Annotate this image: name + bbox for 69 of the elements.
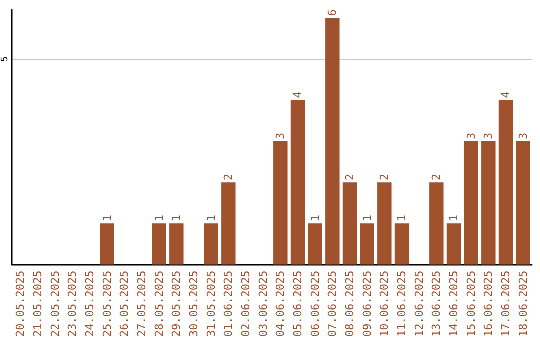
bar — [464, 141, 478, 265]
bar — [222, 182, 236, 265]
data-label: 2 — [344, 174, 356, 181]
bar — [394, 224, 410, 265]
data-label: 3 — [482, 132, 496, 140]
data-label: 3 — [274, 132, 288, 140]
bar — [290, 100, 306, 265]
x-tick-label: 28.05.2025 — [152, 270, 166, 338]
data-label: 1 — [152, 215, 166, 222]
data-label: 2 — [378, 174, 392, 181]
data-label: 3 — [464, 132, 478, 140]
bar — [516, 141, 530, 265]
bar — [308, 224, 322, 265]
x-tick-label: 11.06.2025 — [396, 270, 408, 338]
x-tick-label: 13.06.2025 — [430, 270, 444, 338]
x-tick-label: 26.05.2025 — [118, 270, 132, 338]
x-tick-label: 12.06.2025 — [412, 270, 426, 338]
x-tick-label: 30.05.2025 — [188, 270, 200, 338]
data-label: 1 — [448, 215, 460, 222]
data-label: 3 — [516, 132, 530, 140]
bar — [100, 224, 114, 265]
data-label: 2 — [222, 174, 236, 181]
x-tick-label: 01.06.2025 — [222, 270, 236, 338]
x-tick-label: 29.05.2025 — [170, 270, 184, 338]
bar — [326, 18, 340, 265]
bar — [274, 141, 288, 265]
bar — [152, 224, 166, 265]
bar — [360, 224, 374, 265]
x-tick-label: 23.05.2025 — [66, 270, 80, 338]
x-tick-label: 02.06.2025 — [240, 270, 252, 338]
bar — [378, 182, 392, 265]
x-tick-label: 08.06.2025 — [344, 270, 356, 338]
data-label: 1 — [170, 215, 184, 222]
x-tick-label: 22.05.2025 — [48, 270, 62, 338]
data-label: 2 — [430, 174, 444, 181]
bar — [204, 224, 218, 265]
x-tick-label: 04.06.2025 — [274, 270, 288, 338]
x-tick-label: 20.05.2025 — [14, 270, 28, 338]
x-tick-label: 10.06.2025 — [378, 270, 392, 338]
bar — [498, 100, 514, 265]
x-tick-label: 24.05.2025 — [84, 270, 96, 338]
bar — [482, 141, 496, 265]
x-tick-label: 17.06.2025 — [500, 270, 512, 338]
x-tick-label: 03.06.2025 — [256, 270, 270, 338]
data-label: 1 — [204, 215, 218, 222]
y-tick-label: 5 — [0, 56, 10, 62]
data-label: 1 — [100, 215, 114, 222]
data-label: 1 — [360, 215, 374, 222]
x-tick-label: 05.06.2025 — [292, 270, 304, 338]
bar — [430, 182, 444, 265]
data-label: 1 — [396, 215, 408, 222]
x-tick-label: 16.06.2025 — [482, 270, 496, 338]
x-tick-label: 09.06.2025 — [360, 270, 374, 338]
x-tick-label: 06.06.2025 — [308, 270, 322, 338]
bar — [342, 182, 358, 265]
data-label: 4 — [500, 91, 512, 98]
x-tick-label: 15.06.2025 — [464, 270, 478, 338]
bar — [446, 224, 462, 265]
bar — [170, 224, 184, 265]
x-tick-label: 14.06.2025 — [448, 270, 460, 338]
data-label: 1 — [308, 215, 322, 222]
data-label: 6 — [326, 10, 340, 16]
x-tick-label: 18.06.2025 — [516, 270, 530, 338]
data-label: 4 — [292, 91, 304, 98]
x-tick-label: 27.05.2025 — [136, 270, 148, 338]
x-tick-label: 25.05.2025 — [100, 270, 114, 338]
x-tick-label: 21.05.2025 — [32, 270, 44, 338]
x-tick-label: 07.06.2025 — [326, 270, 340, 338]
x-tick-label: 31.05.2025 — [204, 270, 218, 338]
